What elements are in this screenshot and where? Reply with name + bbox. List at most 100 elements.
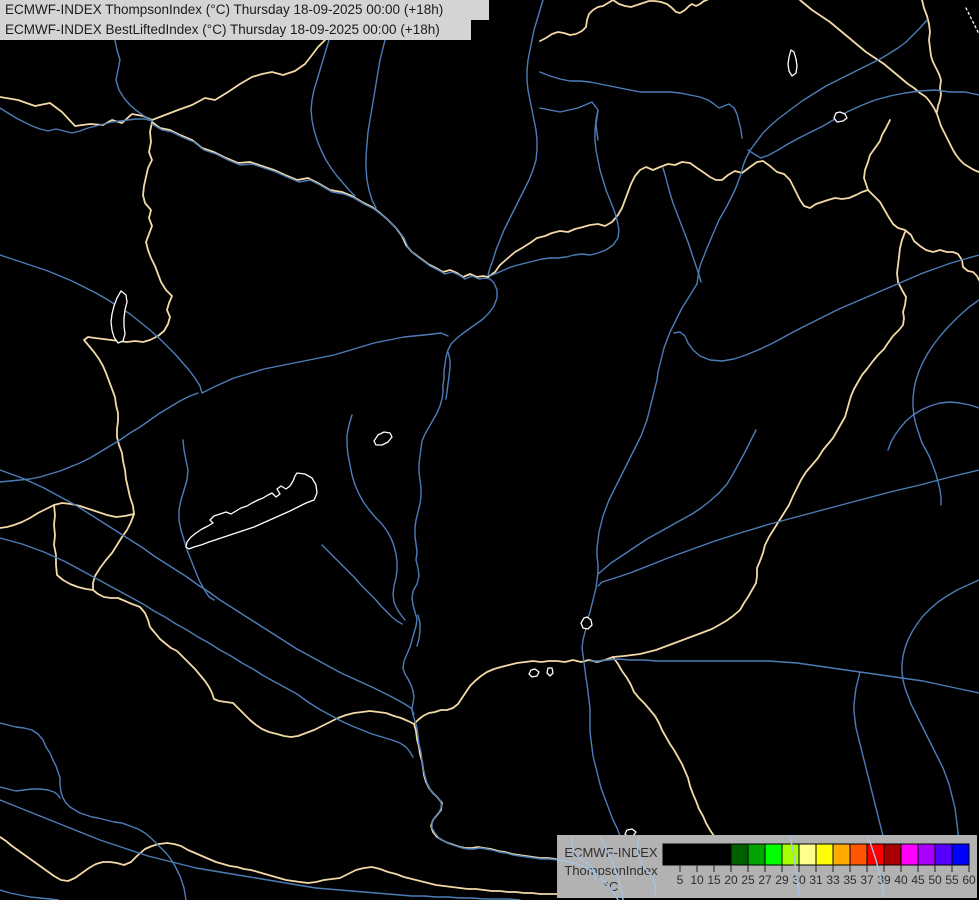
river-danube-channel-2	[416, 614, 421, 647]
river-una	[0, 786, 61, 799]
border-ua-ro-east	[867, 189, 979, 281]
lake-balaton	[185, 472, 318, 550]
color-scale-legend: ECMWF-INDEX ThompsonIndex °C 5 10 15 20 25 27…	[557, 835, 977, 898]
river-sarviz	[346, 414, 406, 621]
legend-value-label: 60	[962, 873, 976, 887]
legend-swatch	[900, 843, 919, 866]
river-danube-channel-1	[445, 351, 451, 400]
river-hron	[487, 0, 544, 276]
river-drava	[0, 537, 414, 758]
legend-value-label: 45	[911, 873, 925, 887]
legend-swatch	[815, 843, 834, 866]
legend-swatch	[866, 843, 885, 866]
river-raba-south	[0, 392, 199, 483]
legend-swatch	[849, 843, 868, 866]
legend-value-label: 55	[945, 873, 959, 887]
border-hr-ba-bottom	[0, 836, 558, 895]
legend-swatch	[679, 843, 698, 866]
legend-value-label: 31	[809, 873, 823, 887]
river-szamos	[673, 254, 979, 362]
legend-value-label: 15	[707, 873, 721, 887]
lake-theiss-2	[528, 668, 540, 678]
legend-swatch	[713, 843, 732, 866]
river-mures	[589, 658, 979, 694]
legend-value-label: 40	[894, 873, 908, 887]
overlay-tisza-exit	[599, 836, 624, 900]
map-title-best-lifted-index: ECMWF-INDEX BestLiftedIndex (°C) Thursda…	[0, 20, 471, 40]
legend-value-label: 30	[792, 873, 806, 887]
legend-swatch	[662, 843, 681, 866]
legend-swatch	[696, 843, 715, 866]
border-at-cz	[0, 96, 153, 127]
overlay-legend-left	[570, 835, 596, 881]
legend-color-swatches	[662, 843, 970, 866]
border-at-hu-west	[83, 121, 173, 515]
river-kupa	[0, 722, 187, 900]
river-east-short	[887, 401, 979, 451]
river-slana	[662, 167, 702, 283]
legend-swatch	[747, 843, 766, 866]
lake-theiss-3	[546, 667, 554, 677]
lake-neusiedl	[110, 290, 128, 344]
river-bl-corner	[0, 889, 59, 900]
legend-swatch	[832, 843, 851, 866]
border-hu-ro	[612, 231, 907, 658]
legend-value-label: 33	[826, 873, 840, 887]
border-si-spur	[53, 504, 94, 591]
legend-swatch	[764, 843, 783, 866]
legend-swatch	[934, 843, 953, 866]
overlay-colorbar-cross	[789, 835, 800, 897]
legend-swatch	[798, 843, 817, 866]
border-pl-ua	[799, 0, 979, 173]
dotted-line-ne-corner	[965, 7, 979, 35]
legend-value-label: 20	[724, 873, 738, 887]
legend-title-model: ECMWF-INDEX	[564, 845, 657, 860]
border-hu-south	[413, 656, 614, 725]
border-ua-spur	[921, 0, 942, 113]
border-sk-ua-top	[863, 119, 891, 191]
legend-swatch	[883, 843, 902, 866]
river-sava	[0, 799, 521, 900]
river-koros-2	[597, 469, 979, 587]
legend-value-label: 35	[843, 873, 857, 887]
legend-value-label: 29	[775, 873, 789, 887]
overlay-legend-mid	[636, 835, 656, 895]
lake-theiss-1	[580, 616, 593, 630]
lake-velence	[373, 431, 393, 446]
river-ipel	[489, 109, 620, 277]
river-sio	[321, 544, 403, 625]
legend-value-label: 5	[677, 873, 684, 887]
lake-slovakia-2	[833, 111, 848, 123]
border-rs-ro	[612, 656, 718, 843]
border-sk-pl-b	[612, 0, 708, 14]
map-title-thompson-index: ECMWF-INDEX ThompsonIndex (°C) Thursday …	[0, 0, 489, 20]
river-upper-left	[539, 101, 599, 141]
river-se-corner	[901, 579, 979, 841]
legend-swatch	[951, 843, 970, 866]
river-dyje	[0, 107, 153, 134]
legend-value-labels: 5 10 15 20 25 27 29 30 31 33 35 37 39 40 45 50 55 60	[677, 873, 976, 887]
river-olt	[912, 299, 979, 506]
river-raba	[0, 254, 449, 394]
legend-title-index: ThompsonIndex	[564, 863, 658, 878]
river-danube	[151, 123, 559, 861]
overlay-bega-cross	[867, 835, 885, 897]
river-bega	[853, 671, 885, 841]
lakes-layer	[110, 7, 979, 838]
legend-value-label: 25	[741, 873, 755, 887]
border-sk-pl-a	[539, 0, 614, 42]
river-tisza-upper	[696, 19, 928, 285]
lake-slovakia-1	[787, 49, 798, 77]
river-koros-1	[597, 429, 757, 575]
legend-value-label: 50	[928, 873, 942, 887]
legend-unit-label: °C	[604, 879, 619, 894]
border-at-si	[0, 502, 135, 529]
river-hornad	[539, 71, 743, 139]
rivers-over-legend-layer	[557, 835, 885, 900]
river-mura	[0, 469, 415, 715]
legend-swatch	[730, 843, 749, 866]
legend-tick-marks	[679, 865, 970, 872]
